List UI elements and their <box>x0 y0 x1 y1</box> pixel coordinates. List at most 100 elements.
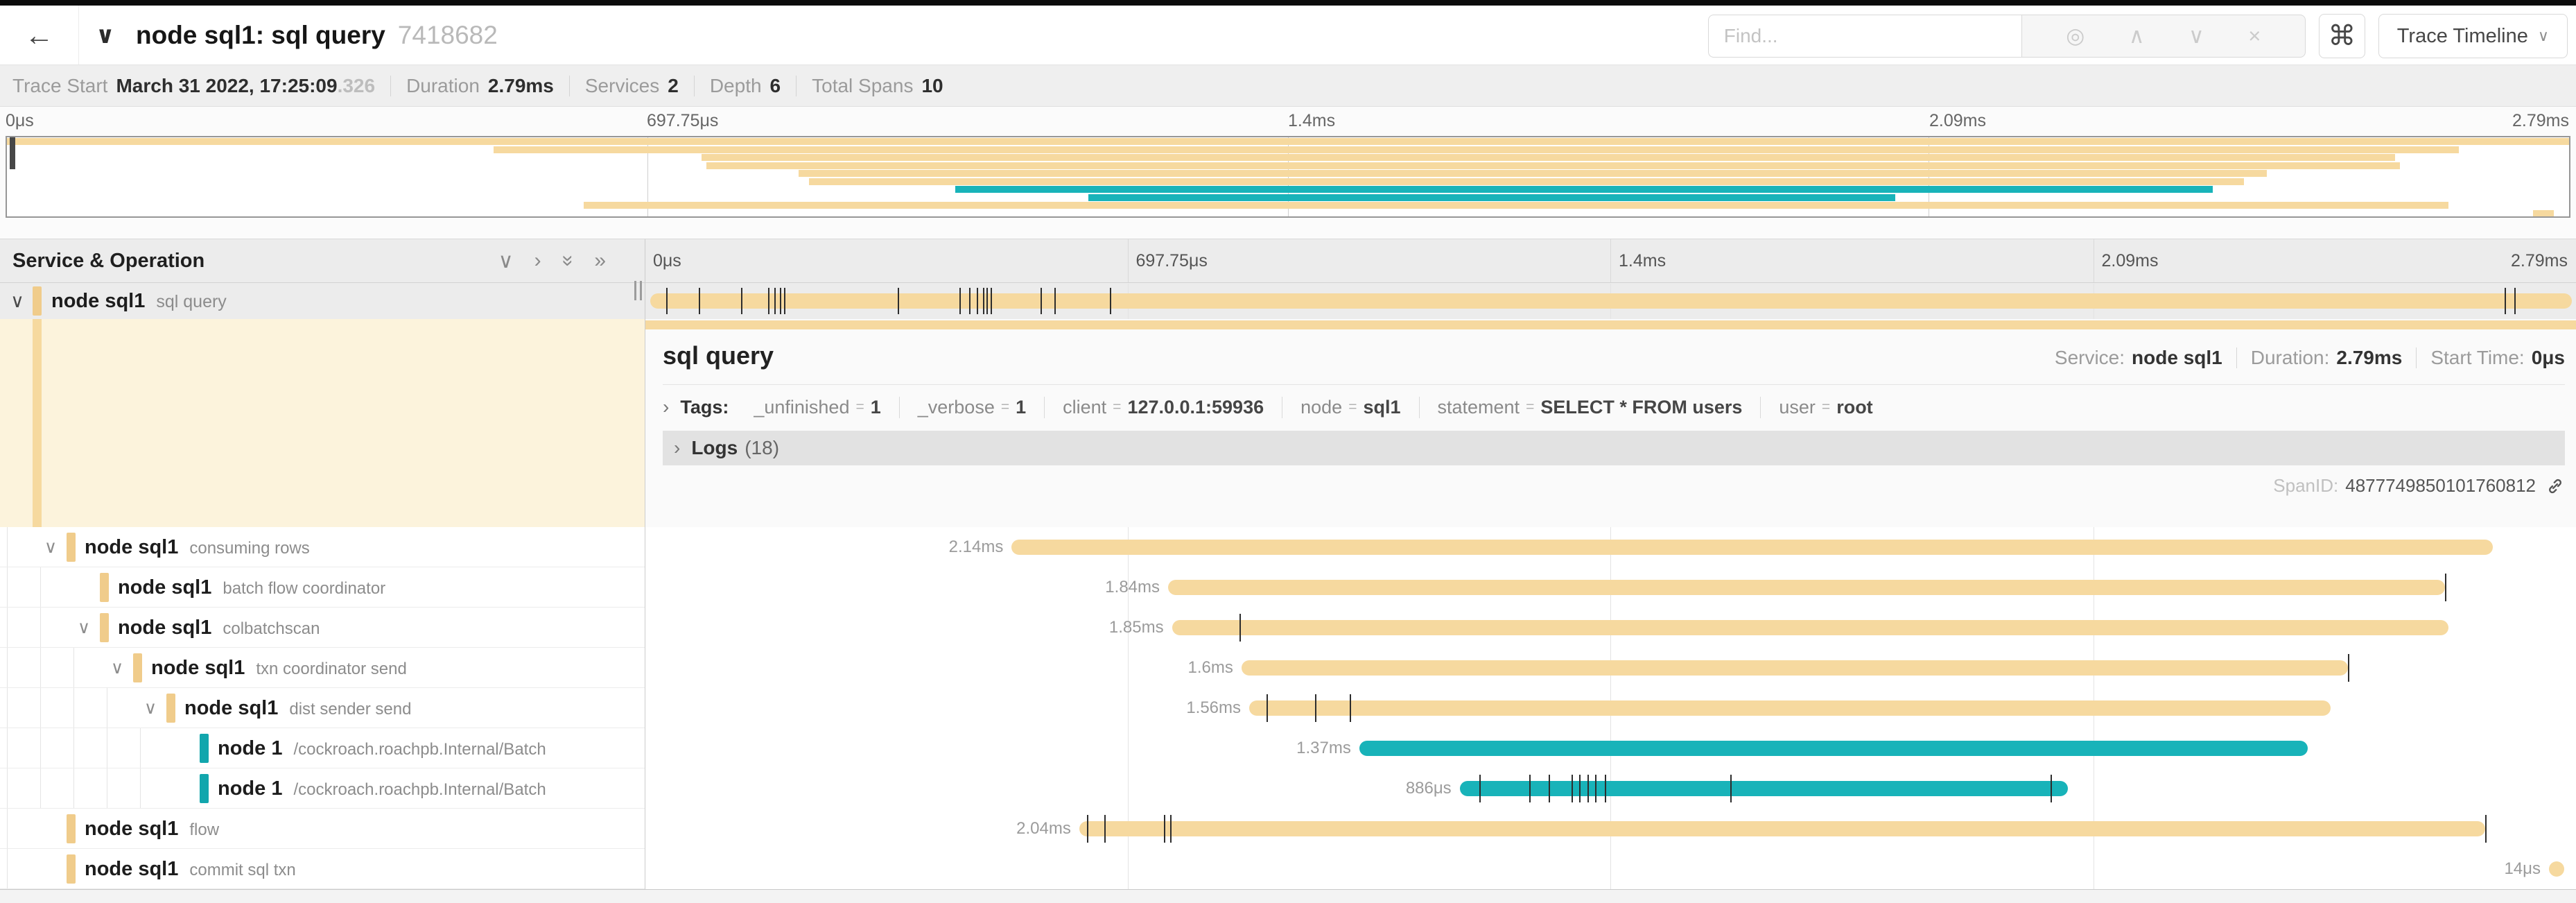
span-bar-cell[interactable]: 1.84ms <box>645 567 2576 608</box>
log-marker[interactable] <box>1041 288 1043 314</box>
clear-find-icon[interactable]: × <box>2248 24 2261 48</box>
log-marker[interactable] <box>990 288 992 314</box>
trace-view-selector[interactable]: Trace Timeline ∨ <box>2378 14 2568 58</box>
span-row-flow[interactable]: node sql1 flow 2.04ms <box>0 809 2576 849</box>
log-marker[interactable] <box>665 288 668 314</box>
log-marker[interactable] <box>1587 775 1589 802</box>
log-marker[interactable] <box>897 288 899 314</box>
tree-caret-icon[interactable]: ∨ <box>44 538 58 557</box>
span-row-sql-query[interactable]: ∨ node sql1 sql query <box>0 283 2576 319</box>
log-marker[interactable] <box>783 288 785 314</box>
span-bar-cell[interactable]: 886μs <box>645 768 2576 809</box>
span-bar[interactable] <box>1172 620 2449 635</box>
log-marker[interactable] <box>982 288 984 314</box>
log-marker[interactable] <box>1548 775 1550 802</box>
log-marker[interactable] <box>1604 775 1606 802</box>
log-marker[interactable] <box>768 288 770 314</box>
next-match-icon[interactable]: ∨ <box>2188 24 2204 48</box>
span-bar[interactable] <box>650 293 2573 309</box>
minimap-tick-label: 2.79ms <box>2512 111 2569 130</box>
span-row-commit-sql-txn[interactable]: node sql1 commit sql txn 14μs <box>0 849 2576 889</box>
span-row-batch-flow-coordinator[interactable]: node sql1 batch flow coordinator 1.84ms <box>0 567 2576 608</box>
log-marker[interactable] <box>1314 694 1316 722</box>
span-bar-cell[interactable]: 2.14ms <box>645 527 2576 567</box>
log-marker[interactable] <box>2485 815 2487 843</box>
log-marker[interactable] <box>1579 775 1581 802</box>
tags-caret-icon[interactable]: › <box>663 396 670 418</box>
tree-caret-icon[interactable]: ∨ <box>110 658 124 678</box>
span-bar[interactable] <box>1011 540 2494 555</box>
span-bar[interactable] <box>2548 861 2565 877</box>
expand-one-icon[interactable]: › <box>534 249 541 272</box>
span-row-consuming-rows[interactable]: ∨ node sql1 consuming rows 2.14ms <box>0 527 2576 567</box>
tags-row[interactable]: › Tags: _unfinished = 1 _verbose = 1 client = 12… <box>663 396 2565 418</box>
span-row--cockroach-roachpb-internal-batch[interactable]: node 1/cockroach.roachpb.Internal/Batch 8… <box>0 768 2576 809</box>
log-marker[interactable] <box>774 288 776 314</box>
tree-caret-icon[interactable]: ∨ <box>10 291 24 311</box>
span-bar[interactable] <box>1249 700 2331 716</box>
span-bar-cell[interactable]: 14μs <box>645 849 2576 889</box>
log-marker[interactable] <box>1594 775 1596 802</box>
log-marker[interactable] <box>977 288 979 314</box>
prev-match-icon[interactable]: ∧ <box>2128 24 2145 48</box>
trace-collapse-toggle-icon[interactable]: ∨ <box>96 22 115 49</box>
minimap-canvas[interactable] <box>6 136 2570 218</box>
span-row-colbatchscan[interactable]: ∨ node sql1 colbatchscan 1.85ms <box>0 608 2576 648</box>
log-marker[interactable] <box>1267 694 1269 722</box>
log-marker[interactable] <box>959 288 961 314</box>
log-marker[interactable] <box>1104 815 1106 843</box>
span-bar[interactable] <box>1241 660 2349 676</box>
focus-match-icon[interactable]: ◎ <box>2066 24 2085 48</box>
span-row--cockroach-roachpb-internal-batch[interactable]: node 1/cockroach.roachpb.Internal/Batch 1… <box>0 728 2576 768</box>
span-bar[interactable] <box>1359 741 2308 756</box>
column-resizer-handle[interactable] <box>634 281 642 300</box>
log-marker[interactable] <box>1730 775 1732 802</box>
tree-caret-icon[interactable]: ∨ <box>77 618 91 637</box>
equals-sign: = <box>1526 399 1535 415</box>
log-marker[interactable] <box>2514 288 2516 314</box>
find-input[interactable] <box>1707 15 2021 58</box>
log-marker[interactable] <box>969 288 971 314</box>
log-marker[interactable] <box>2348 654 2350 682</box>
logs-row[interactable]: › Logs (18) <box>663 431 2565 465</box>
log-marker[interactable] <box>780 288 782 314</box>
span-row-txn-coordinator-send[interactable]: ∨ node sql1 txn coordinator send 1.6ms <box>0 648 2576 688</box>
expand-all-icon[interactable]: » <box>594 249 606 272</box>
log-marker[interactable] <box>1169 815 1172 843</box>
log-marker[interactable] <box>1164 815 1166 843</box>
span-bar[interactable] <box>1459 781 2069 796</box>
tree-caret-icon[interactable]: ∨ <box>143 698 157 718</box>
span-bar-cell[interactable]: 1.56ms <box>645 688 2576 728</box>
log-marker[interactable] <box>2444 574 2446 601</box>
keyboard-shortcuts-button[interactable]: ⌘ <box>2318 14 2365 58</box>
collapse-one-icon[interactable]: ∨ <box>498 249 514 273</box>
span-duration-label: 886μs <box>1405 779 1452 798</box>
log-marker[interactable] <box>2051 775 2053 802</box>
log-marker[interactable] <box>699 288 700 314</box>
span-bar-cell[interactable]: 2.04ms <box>645 809 2576 849</box>
log-marker[interactable] <box>1529 775 1531 802</box>
span-bar-cell[interactable]: 1.6ms <box>645 648 2576 688</box>
minimap-range-handle[interactable] <box>10 137 15 169</box>
log-marker[interactable] <box>741 288 743 314</box>
log-marker[interactable] <box>1110 288 1112 314</box>
log-marker[interactable] <box>986 288 989 314</box>
span-row-dist-sender-send[interactable]: ∨ node sql1 dist sender send 1.56ms <box>0 688 2576 728</box>
span-bar-cell[interactable] <box>645 283 2576 319</box>
log-marker[interactable] <box>1572 775 1574 802</box>
log-marker[interactable] <box>1239 614 1242 642</box>
tree-cell: ∨ node sql1 colbatchscan <box>0 608 645 648</box>
span-bar[interactable] <box>1168 580 2445 595</box>
log-marker[interactable] <box>1479 775 1481 802</box>
span-bar-cell[interactable]: 1.37ms <box>645 728 2576 768</box>
collapse-all-icon[interactable]: » <box>556 255 580 267</box>
span-bar[interactable] <box>1079 821 2486 836</box>
logs-caret-icon[interactable]: › <box>674 437 681 458</box>
log-marker[interactable] <box>1086 815 1088 843</box>
log-marker[interactable] <box>2504 288 2506 314</box>
log-marker[interactable] <box>1054 288 1056 314</box>
back-button[interactable]: ← <box>0 6 79 64</box>
log-marker[interactable] <box>1349 694 1351 722</box>
span-bar-cell[interactable]: 1.85ms <box>645 608 2576 648</box>
deep-link-icon[interactable] <box>2545 476 2565 496</box>
